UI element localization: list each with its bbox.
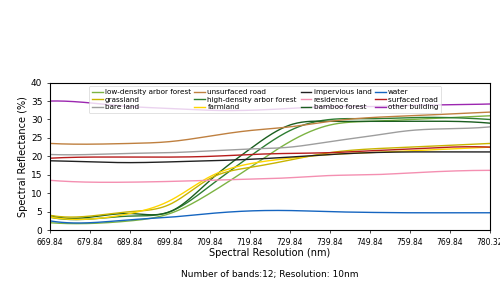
Y-axis label: Spectral Reflectance (%): Spectral Reflectance (%) [18,96,28,217]
Legend: low-density arbor forest, grassland, bare land, unsurfaced road, high-density ar: low-density arbor forest, grassland, bar… [89,86,442,113]
X-axis label: Spectral Resolution (nm): Spectral Resolution (nm) [210,248,330,258]
Text: Number of bands:12; Resolution: 10nm: Number of bands:12; Resolution: 10nm [181,270,359,279]
